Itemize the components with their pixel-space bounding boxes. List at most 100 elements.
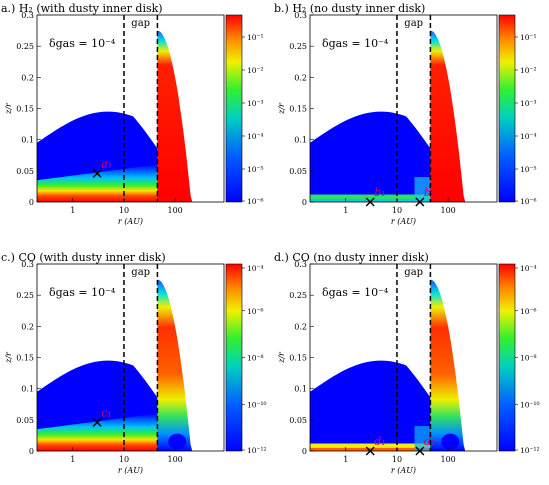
y-tick-label: 0.3 [21,11,34,20]
y-tick-label: 0.2 [294,73,307,82]
panel-title: b.) H₂ (no dusty inner disk) [274,2,425,15]
colorbar-tick-label: 10⁻⁴ [247,132,264,141]
y-tick-label: 0 [29,198,34,207]
colorbar-tick-label: 10⁻⁶ [247,197,264,206]
x-tick-label: 10 [119,455,129,464]
x-tick-label: 10 [392,206,402,215]
x-tick-label: 1 [343,206,348,215]
y-tick-label: 0.05 [16,416,34,425]
colorbar-tick-label: 10⁻³ [247,99,264,108]
x-tick-label: 100 [441,206,456,215]
midplane-core [310,447,431,451]
marker-label: c₁ [101,406,112,419]
delta-annotation: δgas = 10⁻⁴ [322,37,389,50]
marker-label: d₂ [424,435,435,448]
inner-disk [310,360,431,451]
y-tick-label: 0.2 [21,322,34,331]
y-tick-label: 0.25 [289,291,307,300]
y-tick-label: 0.25 [16,291,34,300]
panel-title: c.) CO (with dusty inner disk) [1,251,166,264]
colorbar-tick-label: 10⁻⁴ [520,264,537,273]
delta-annotation: δgas = 10⁻⁴ [49,37,116,50]
x-axis-label: r (AU) [118,466,143,475]
midplane-layer [310,194,431,202]
y-tick-label: 0.15 [16,354,34,363]
outer-disk-core [168,433,187,450]
y-tick-label: 0.15 [289,105,307,114]
colorbar-tick-label: 10⁻¹² [247,446,267,455]
colorbar-tick-label: 10⁻⁸ [520,354,537,363]
colorbar [498,263,516,452]
y-tick-label: 0.25 [16,42,34,51]
gap-edge-layer [414,177,431,202]
panel-a: gap 0 0.05 0.1 0.15 0.2 0.25 0.3 1 10 100 r (AU) z/r… [1,2,264,226]
y-tick-label: 0.05 [289,416,307,425]
y-tick-label: 0.3 [294,260,307,269]
x-axis-label: r (AU) [391,217,416,226]
colorbar-tick-label: 10⁻⁵ [247,165,264,174]
x-axis-label: r (AU) [118,217,143,226]
marker-cross [365,446,375,456]
y-tick-label: 0.2 [21,73,34,82]
outer-disk-core [441,433,460,450]
colorbar-tick-label: 10⁻⁶ [247,307,264,316]
midplane-layer [310,443,431,451]
x-axis-label: r (AU) [391,466,416,475]
y-tick-label: 0.2 [294,322,307,331]
y-tick-label: 0.05 [16,167,34,176]
gap-label: gap [404,267,423,278]
marker-cross [415,197,425,207]
marker-label: a₁ [101,157,112,170]
delta-annotation: δgas = 10⁻⁴ [322,286,389,299]
y-tick-label: 0.15 [16,105,34,114]
x-tick-label: 100 [441,455,456,464]
gap-edge-layer [414,426,431,451]
colorbar-tick-label: 10⁻¹ [247,33,264,42]
marker-label: b₁ [374,186,385,199]
colorbar-tick-label: 10⁻¹⁰ [247,400,267,409]
inner-warm-layer [37,413,158,451]
marker-cross [92,417,102,427]
colorbar-tick-label: 10⁻¹² [520,446,540,455]
colorbar [225,14,243,203]
outer-disk [157,30,205,202]
y-axis-label: z/r [4,102,13,115]
y-tick-label: 0.3 [21,260,34,269]
colorbar-tick-label: 10⁻⁴ [247,264,264,273]
inner-disk [310,111,431,202]
colorbar-tick-label: 10⁻⁸ [247,354,264,363]
gap-label: gap [404,18,423,29]
colorbar-tick-label: 10⁻⁴ [520,132,537,141]
panel-d: gap 0 0.05 0.1 0.15 0.2 0.25 0.3 1 10 100 r (AU) z/r… [274,251,540,475]
panel-title: a.) H₂ (with dusty inner disk) [1,2,163,15]
colorbar-tick-label: 10⁻⁶ [520,307,537,316]
outer-disk [430,279,478,451]
colorbar-tick-label: 10⁻⁵ [520,165,537,174]
x-tick-label: 1 [70,455,75,464]
marker-cross [92,168,102,178]
marker-label: b₂ [424,186,435,199]
gap-label: gap [131,267,150,278]
gap-label: gap [131,18,150,29]
midplane-core [310,198,431,202]
y-axis-label: z/r [277,102,286,115]
y-tick-label: 0.3 [294,11,307,20]
colorbar [225,263,243,452]
y-tick-label: 0 [302,198,307,207]
colorbar-tick-label: 10⁻² [520,66,537,75]
x-tick-label: 100 [168,455,183,464]
outer-disk [430,30,478,202]
colorbar [498,14,516,203]
inner-warm-layer [37,164,158,202]
y-tick-label: 0.25 [289,42,307,51]
delta-annotation: δgas = 10⁻⁴ [49,286,116,299]
x-tick-label: 100 [168,206,183,215]
outer-disk [157,279,205,451]
y-tick-label: 0.1 [21,385,34,394]
x-tick-label: 10 [119,206,129,215]
y-tick-label: 0.15 [289,354,307,363]
colorbar-tick-label: 10⁻³ [520,99,537,108]
colorbar-tick-label: 10⁻⁶ [520,197,537,206]
y-tick-label: 0.05 [289,167,307,176]
